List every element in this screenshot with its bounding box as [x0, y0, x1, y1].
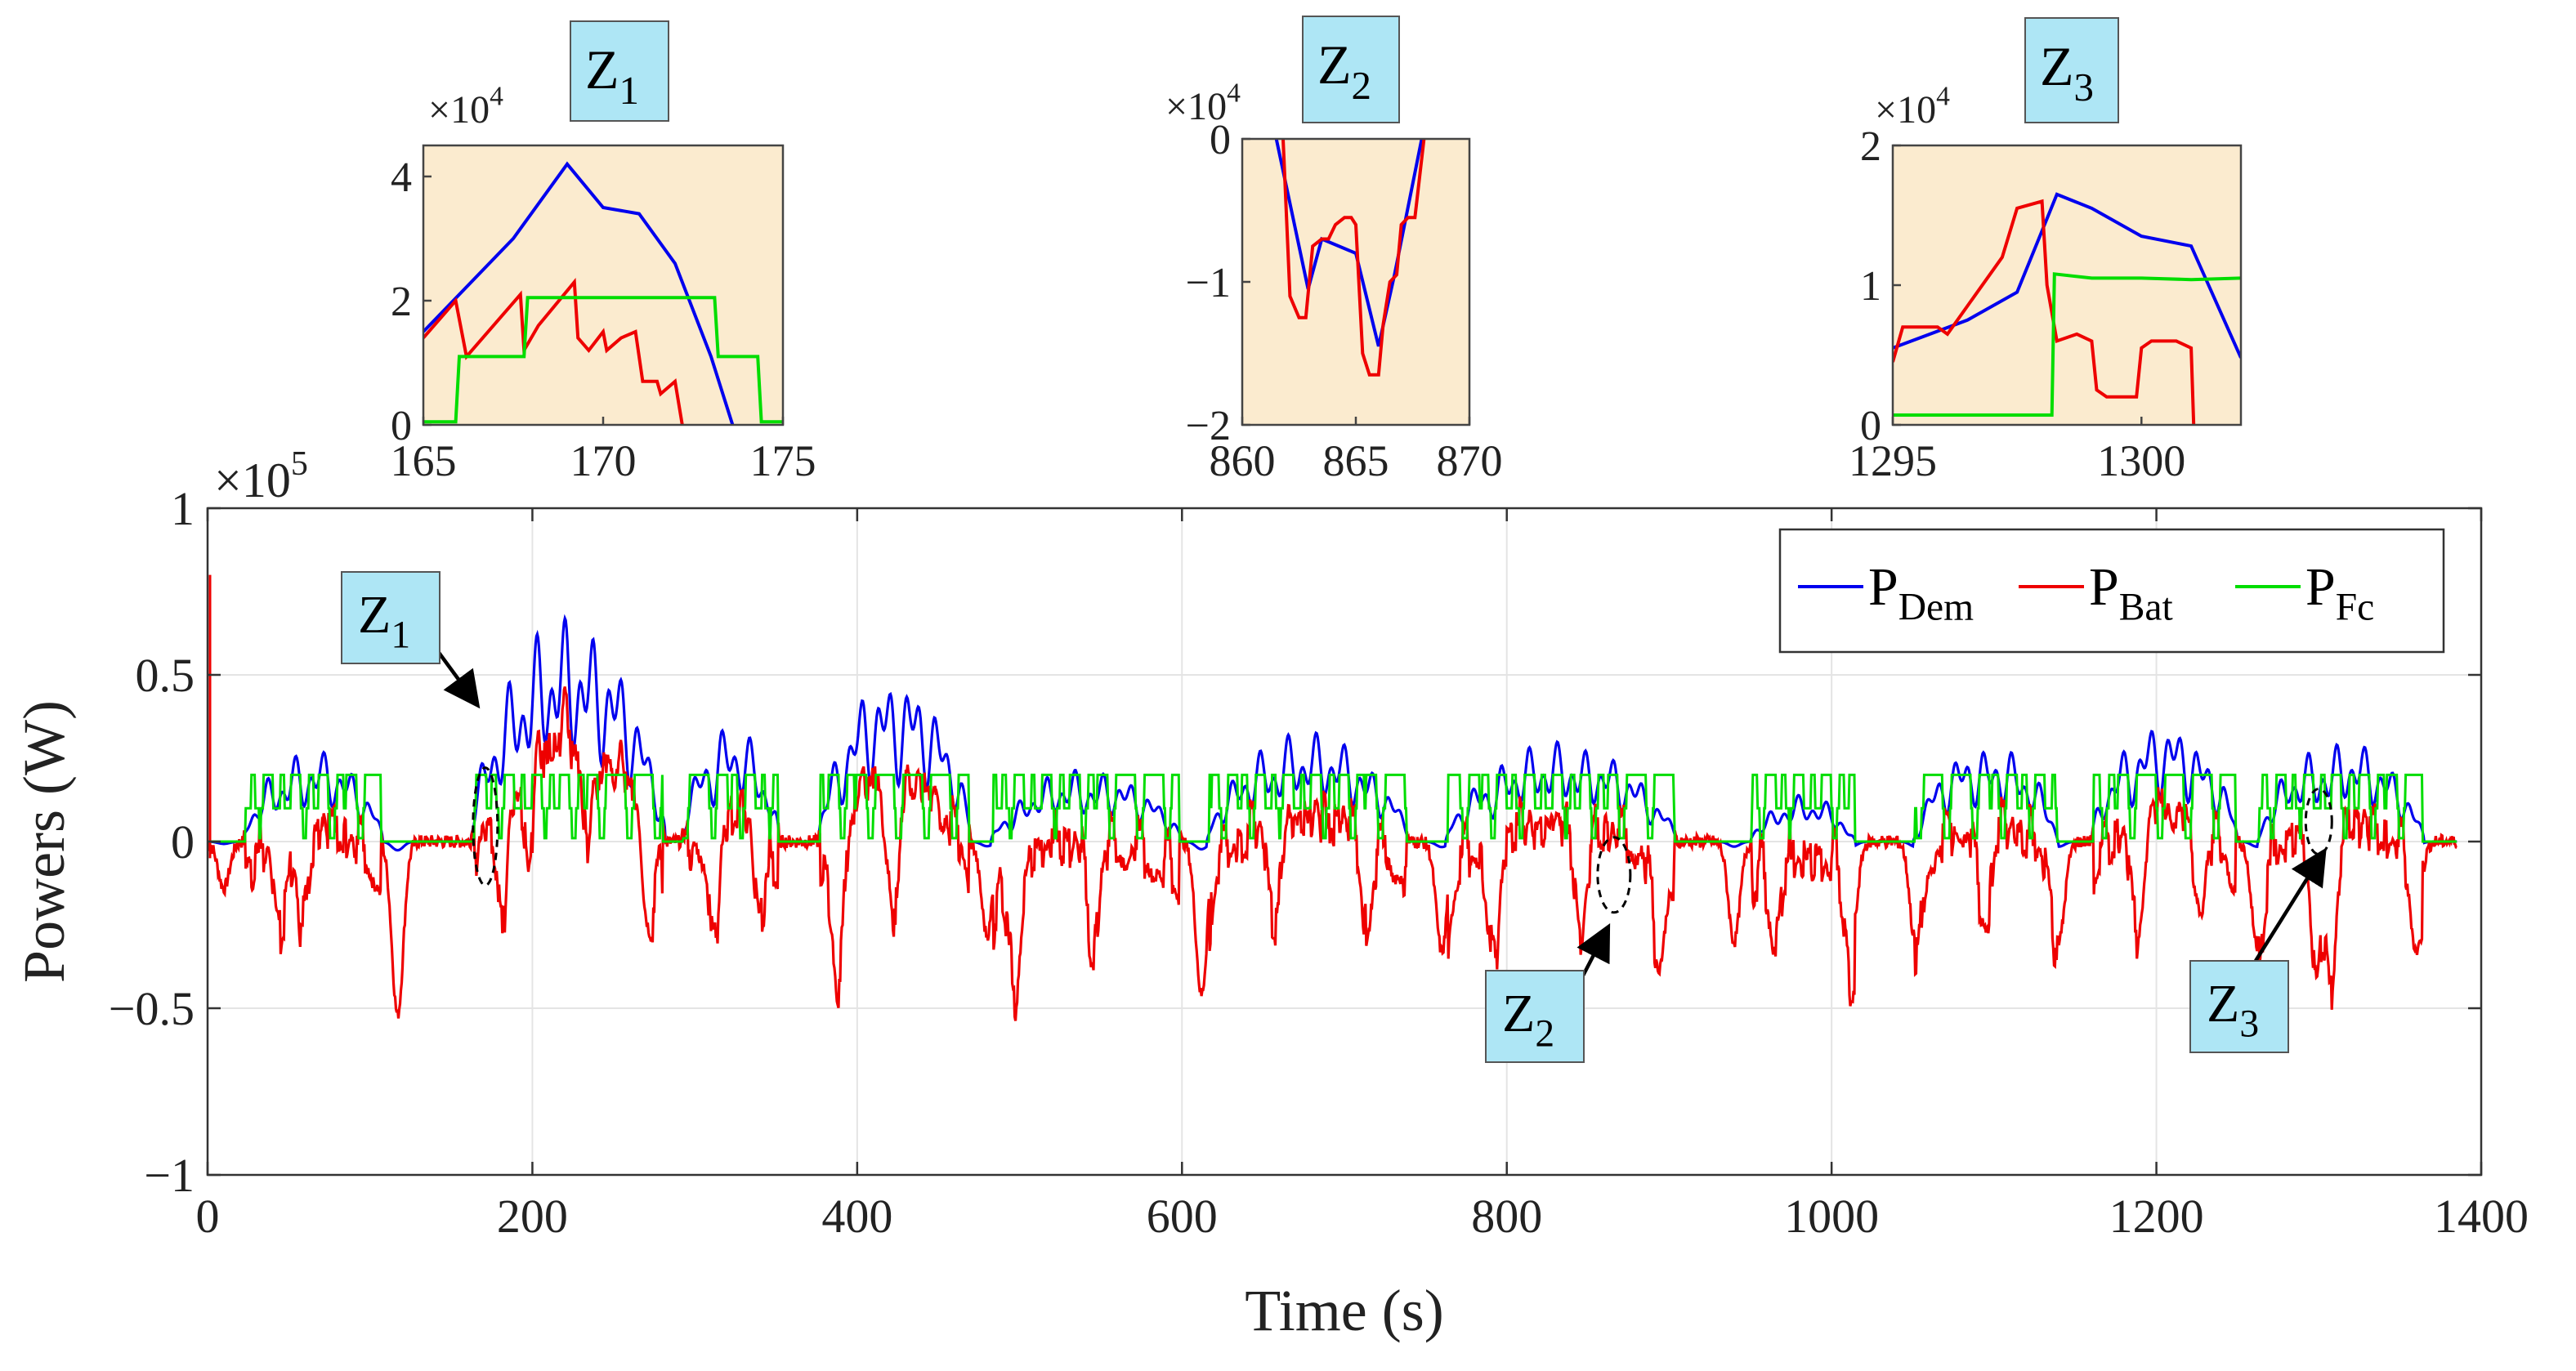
- x-tick-label: 600: [1147, 1190, 1218, 1243]
- y-tick-label: 1: [171, 482, 195, 535]
- zoom-title: Z3: [2040, 35, 2094, 109]
- main-chart: 0 200 400 600 800 1000 1200 1400 −1 −0.5 0 0.5 1 ×105…: [11, 445, 2529, 1343]
- x-tick-label: 1200: [2109, 1190, 2204, 1243]
- legend-label: PDem: [1868, 557, 1974, 628]
- zoom-y-tick-label: 0: [1210, 117, 1231, 163]
- zoom-panel-z3: 1295 1300 0 1 2×104 Z3: [1849, 17, 2243, 485]
- zoom-y-tick-label: 0: [391, 403, 412, 449]
- zoom-exponent-label: ×104: [1875, 81, 1950, 132]
- x-tick-label: 200: [497, 1190, 568, 1243]
- zoom-series: [1274, 139, 1426, 377]
- callout-z3: Z3: [2189, 788, 2333, 1053]
- y-axis-label: Powers (W): [11, 700, 77, 983]
- callout-arrow: [2254, 847, 2327, 962]
- legend-box: [1778, 528, 2445, 654]
- zoom-region-ellipse: [1596, 836, 1632, 914]
- y-exponent-label: ×105: [214, 445, 308, 507]
- zoom-series: [423, 161, 783, 425]
- zoom-y-tick-label: −1: [1186, 260, 1231, 306]
- zoom-x-tick-label: 165: [391, 436, 457, 485]
- legend: PDem PBat PFc: [1778, 528, 2445, 654]
- zoom-y-tick-label: 1: [1860, 263, 1881, 310]
- callout-arrow: [433, 645, 481, 709]
- x-tick-label: 800: [1471, 1190, 1542, 1243]
- callout-arrow: [1576, 923, 1611, 979]
- zoom-plot-area: [423, 145, 783, 425]
- callout-box: [341, 571, 441, 664]
- zoom-exponent-label: ×104: [428, 81, 503, 132]
- x-tick-label: 0: [196, 1190, 220, 1243]
- main-series: [208, 574, 2457, 1021]
- zoom-y-tick-label: 2: [391, 279, 412, 325]
- zoom-plot-area: [1242, 139, 1469, 425]
- zoom-line-p-bat: [1281, 139, 1426, 377]
- zoom-series: [1893, 192, 2241, 425]
- zoom-panel-z1: 165 170 175 0 2 4 ×104 Z1: [391, 20, 816, 485]
- zoom-x-tick-label: 175: [750, 436, 816, 485]
- y-tick-label: 0: [171, 815, 195, 869]
- zoom-line-p-dem: [1893, 192, 2241, 359]
- zoom-y-tick-label: 0: [1860, 403, 1881, 449]
- zoom-line-p-fc: [423, 296, 783, 424]
- legend-label: PFc: [2305, 557, 2374, 628]
- zoom-x-tick-label: 1300: [2097, 436, 2185, 485]
- zoom-line-p-bat: [423, 278, 684, 425]
- zoom-line-p-fc: [1893, 272, 2241, 417]
- callout-label: Z1: [358, 585, 410, 656]
- zoom-panel-z2: 860 865 870 −2 −1 0×104 Z2: [1165, 16, 1503, 485]
- x-axis-label: Time (s): [1245, 1278, 1443, 1343]
- zoom-region-ellipse: [472, 766, 499, 887]
- callout-z2: Z2: [1485, 836, 1632, 1063]
- zoom-region-ellipse: [2304, 788, 2333, 856]
- x-tick-label: 1000: [1784, 1190, 1879, 1243]
- zoom-x-tick-label: 865: [1323, 436, 1389, 485]
- x-tick-label: 400: [821, 1190, 892, 1243]
- zoom-line-p-bat: [1893, 199, 2196, 425]
- zoom-x-tick-label: 870: [1437, 436, 1503, 485]
- zoom-title-box: [2024, 17, 2119, 123]
- zoom-title-box: [1302, 16, 1400, 123]
- zoom-x-tick-label: 170: [570, 436, 637, 485]
- callout-box: [1485, 970, 1585, 1063]
- zoom-title: Z2: [1317, 33, 1371, 108]
- callout-box: [2189, 960, 2289, 1053]
- series-line-p-fc: [208, 773, 2457, 843]
- zoom-y-tick-label: 4: [391, 154, 412, 201]
- callout-label: Z2: [1502, 984, 1554, 1055]
- zoom-plot-area: [1893, 145, 2241, 425]
- legend-label: PBat: [2089, 557, 2173, 628]
- zoom-x-tick-label: 1295: [1849, 436, 1937, 485]
- zoom-y-tick-label: 2: [1860, 123, 1881, 170]
- zoom-title-box: [570, 20, 669, 122]
- zoom-x-tick-label: 860: [1210, 436, 1276, 485]
- zoom-line-p-dem: [423, 161, 735, 425]
- y-tick-label: 0.5: [136, 649, 195, 702]
- zoom-exponent-label: ×104: [1165, 78, 1241, 128]
- zoom-y-tick-label: −2: [1186, 403, 1231, 449]
- callout-z1: Z1: [341, 571, 499, 887]
- x-tick-label: 1400: [2434, 1190, 2529, 1243]
- y-tick-label: −0.5: [109, 982, 195, 1035]
- y-tick-label: −1: [144, 1149, 195, 1202]
- callout-label: Z3: [2207, 974, 2259, 1045]
- zoom-title: Z1: [585, 38, 639, 113]
